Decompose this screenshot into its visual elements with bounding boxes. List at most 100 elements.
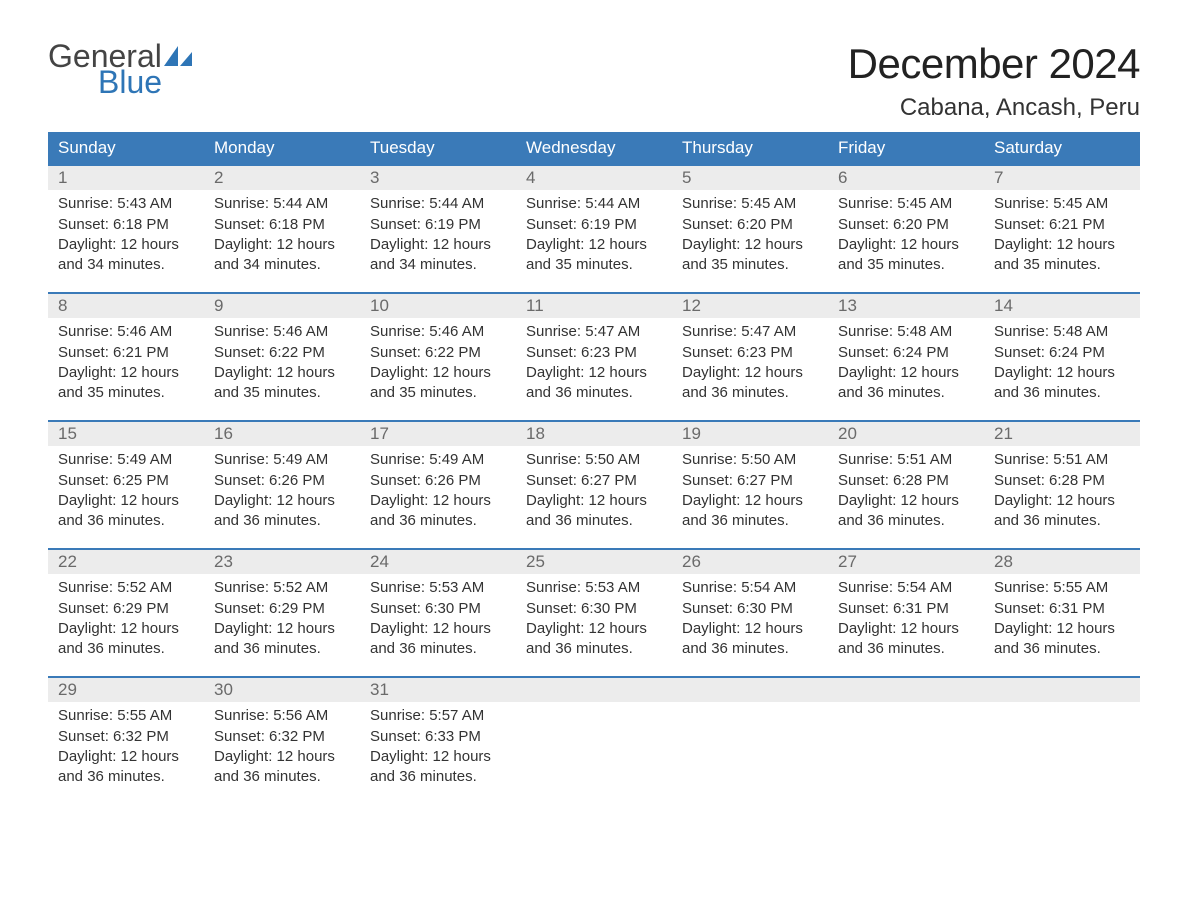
sunrise-line: Sunrise: 5:52 AM	[58, 578, 194, 598]
day-details: Sunrise: 5:55 AMSunset: 6:31 PMDaylight:…	[984, 574, 1140, 667]
day-details: Sunrise: 5:54 AMSunset: 6:30 PMDaylight:…	[672, 574, 828, 667]
daylight-line-1: Daylight: 12 hours	[682, 235, 818, 255]
day-number: 20	[828, 422, 984, 446]
day-cell: 17Sunrise: 5:49 AMSunset: 6:26 PMDayligh…	[360, 421, 516, 549]
sunset-line: Sunset: 6:31 PM	[994, 599, 1130, 619]
sunrise-line: Sunrise: 5:55 AM	[994, 578, 1130, 598]
day-cell: 27Sunrise: 5:54 AMSunset: 6:31 PMDayligh…	[828, 549, 984, 677]
sunrise-line: Sunrise: 5:47 AM	[526, 322, 662, 342]
daylight-line-1: Daylight: 12 hours	[214, 235, 350, 255]
day-number: 31	[360, 678, 516, 702]
sunset-line: Sunset: 6:22 PM	[370, 343, 506, 363]
day-cell: 22Sunrise: 5:52 AMSunset: 6:29 PMDayligh…	[48, 549, 204, 677]
day-details: Sunrise: 5:47 AMSunset: 6:23 PMDaylight:…	[672, 318, 828, 411]
day-cell: 12Sunrise: 5:47 AMSunset: 6:23 PMDayligh…	[672, 293, 828, 421]
sunrise-line: Sunrise: 5:51 AM	[838, 450, 974, 470]
sunrise-line: Sunrise: 5:53 AM	[526, 578, 662, 598]
daylight-line-1: Daylight: 12 hours	[682, 491, 818, 511]
day-number: 29	[48, 678, 204, 702]
sunset-line: Sunset: 6:23 PM	[682, 343, 818, 363]
sunrise-line: Sunrise: 5:46 AM	[214, 322, 350, 342]
daylight-line-2: and 36 minutes.	[994, 383, 1130, 403]
daylight-line-2: and 35 minutes.	[682, 255, 818, 275]
sunset-line: Sunset: 6:25 PM	[58, 471, 194, 491]
sunset-line: Sunset: 6:19 PM	[526, 215, 662, 235]
day-cell: 19Sunrise: 5:50 AMSunset: 6:27 PMDayligh…	[672, 421, 828, 549]
day-number: 28	[984, 550, 1140, 574]
day-number: 27	[828, 550, 984, 574]
daylight-line-1: Daylight: 12 hours	[58, 235, 194, 255]
sunrise-line: Sunrise: 5:46 AM	[58, 322, 194, 342]
day-cell: 5Sunrise: 5:45 AMSunset: 6:20 PMDaylight…	[672, 165, 828, 293]
day-number: 18	[516, 422, 672, 446]
sunrise-line: Sunrise: 5:52 AM	[214, 578, 350, 598]
daylight-line-1: Daylight: 12 hours	[526, 363, 662, 383]
day-details: Sunrise: 5:54 AMSunset: 6:31 PMDaylight:…	[828, 574, 984, 667]
daylight-line-1: Daylight: 12 hours	[58, 619, 194, 639]
day-details: Sunrise: 5:51 AMSunset: 6:28 PMDaylight:…	[984, 446, 1140, 539]
day-details: Sunrise: 5:49 AMSunset: 6:26 PMDaylight:…	[360, 446, 516, 539]
sunrise-line: Sunrise: 5:55 AM	[58, 706, 194, 726]
sunset-line: Sunset: 6:27 PM	[526, 471, 662, 491]
day-cell: 4Sunrise: 5:44 AMSunset: 6:19 PMDaylight…	[516, 165, 672, 293]
day-cell: 11Sunrise: 5:47 AMSunset: 6:23 PMDayligh…	[516, 293, 672, 421]
day-number: 15	[48, 422, 204, 446]
logo-text-bottom: Blue	[98, 66, 192, 98]
daylight-line-2: and 36 minutes.	[58, 639, 194, 659]
day-cell: 25Sunrise: 5:53 AMSunset: 6:30 PMDayligh…	[516, 549, 672, 677]
day-details: Sunrise: 5:55 AMSunset: 6:32 PMDaylight:…	[48, 702, 204, 795]
month-title: December 2024	[848, 40, 1140, 88]
day-cell	[672, 677, 828, 805]
day-cell: 21Sunrise: 5:51 AMSunset: 6:28 PMDayligh…	[984, 421, 1140, 549]
sunrise-line: Sunrise: 5:54 AM	[682, 578, 818, 598]
day-cell: 28Sunrise: 5:55 AMSunset: 6:31 PMDayligh…	[984, 549, 1140, 677]
daylight-line-2: and 36 minutes.	[838, 511, 974, 531]
daylight-line-1: Daylight: 12 hours	[994, 491, 1130, 511]
sunset-line: Sunset: 6:21 PM	[994, 215, 1130, 235]
day-cell: 6Sunrise: 5:45 AMSunset: 6:20 PMDaylight…	[828, 165, 984, 293]
sunrise-line: Sunrise: 5:56 AM	[214, 706, 350, 726]
daylight-line-2: and 36 minutes.	[370, 767, 506, 787]
daylight-line-2: and 36 minutes.	[526, 511, 662, 531]
day-details: Sunrise: 5:53 AMSunset: 6:30 PMDaylight:…	[516, 574, 672, 667]
daylight-line-1: Daylight: 12 hours	[58, 363, 194, 383]
sunrise-line: Sunrise: 5:45 AM	[994, 194, 1130, 214]
sunrise-line: Sunrise: 5:45 AM	[682, 194, 818, 214]
day-details: Sunrise: 5:52 AMSunset: 6:29 PMDaylight:…	[48, 574, 204, 667]
weekday-header: Wednesday	[516, 132, 672, 165]
daylight-line-2: and 36 minutes.	[58, 767, 194, 787]
sunrise-line: Sunrise: 5:53 AM	[370, 578, 506, 598]
day-number: 25	[516, 550, 672, 574]
daylight-line-2: and 36 minutes.	[682, 511, 818, 531]
sunset-line: Sunset: 6:23 PM	[526, 343, 662, 363]
day-details: Sunrise: 5:46 AMSunset: 6:21 PMDaylight:…	[48, 318, 204, 411]
sunset-line: Sunset: 6:30 PM	[682, 599, 818, 619]
daylight-line-2: and 36 minutes.	[58, 511, 194, 531]
day-number: 17	[360, 422, 516, 446]
day-details: Sunrise: 5:45 AMSunset: 6:21 PMDaylight:…	[984, 190, 1140, 283]
day-number: 12	[672, 294, 828, 318]
logo: General Blue	[48, 40, 192, 98]
week-row: 1Sunrise: 5:43 AMSunset: 6:18 PMDaylight…	[48, 165, 1140, 293]
sunset-line: Sunset: 6:29 PM	[58, 599, 194, 619]
day-cell: 9Sunrise: 5:46 AMSunset: 6:22 PMDaylight…	[204, 293, 360, 421]
sunset-line: Sunset: 6:32 PM	[214, 727, 350, 747]
day-cell: 1Sunrise: 5:43 AMSunset: 6:18 PMDaylight…	[48, 165, 204, 293]
daylight-line-2: and 36 minutes.	[994, 511, 1130, 531]
day-number: 6	[828, 166, 984, 190]
day-cell: 15Sunrise: 5:49 AMSunset: 6:25 PMDayligh…	[48, 421, 204, 549]
day-cell: 10Sunrise: 5:46 AMSunset: 6:22 PMDayligh…	[360, 293, 516, 421]
daylight-line-2: and 36 minutes.	[526, 383, 662, 403]
day-number: 1	[48, 166, 204, 190]
week-row: 8Sunrise: 5:46 AMSunset: 6:21 PMDaylight…	[48, 293, 1140, 421]
day-details: Sunrise: 5:52 AMSunset: 6:29 PMDaylight:…	[204, 574, 360, 667]
daylight-line-1: Daylight: 12 hours	[214, 747, 350, 767]
day-details: Sunrise: 5:49 AMSunset: 6:26 PMDaylight:…	[204, 446, 360, 539]
day-cell: 23Sunrise: 5:52 AMSunset: 6:29 PMDayligh…	[204, 549, 360, 677]
daylight-line-1: Daylight: 12 hours	[370, 619, 506, 639]
day-number: 22	[48, 550, 204, 574]
daylight-line-2: and 35 minutes.	[58, 383, 194, 403]
daylight-line-2: and 34 minutes.	[214, 255, 350, 275]
daylight-line-2: and 36 minutes.	[838, 639, 974, 659]
daylight-line-2: and 35 minutes.	[370, 383, 506, 403]
